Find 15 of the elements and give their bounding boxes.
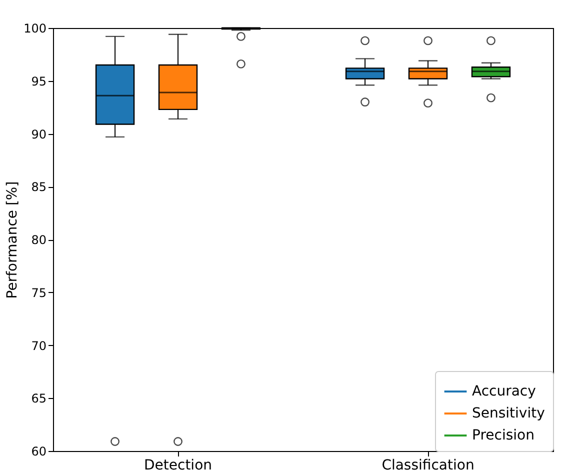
- y-tick-label: 70: [31, 338, 46, 353]
- x-tick-label: Detection: [144, 458, 212, 472]
- legend-label: Sensitivity: [472, 406, 545, 422]
- y-axis-title: Performance [%]: [4, 181, 21, 299]
- y-tick-label: 95: [31, 74, 46, 88]
- legend-label: Precision: [472, 428, 534, 444]
- y-tick-label: 65: [31, 392, 46, 406]
- y-tick-label: 60: [31, 444, 46, 458]
- legend-label: Accuracy: [472, 384, 536, 400]
- y-tick-label: 90: [31, 127, 46, 142]
- y-tick-label: 85: [31, 180, 46, 194]
- x-tick-label: Classification: [382, 458, 474, 472]
- y-tick-label: 80: [31, 233, 46, 247]
- y-tick-label: 100: [24, 22, 46, 36]
- y-tick-label: 75: [31, 286, 46, 300]
